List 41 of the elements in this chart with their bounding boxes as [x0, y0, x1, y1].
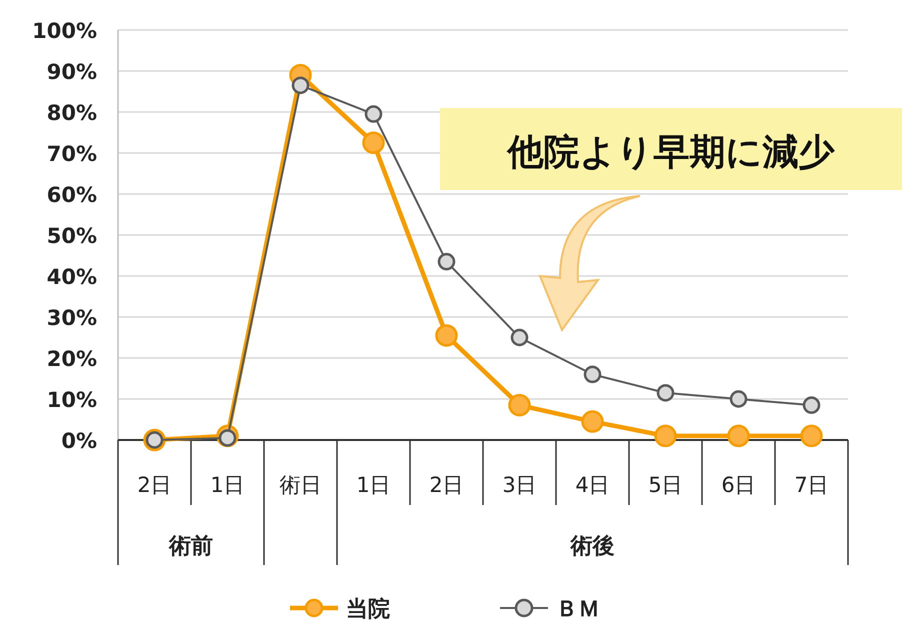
x-tick-label: 1日 — [356, 473, 391, 497]
point — [364, 105, 382, 123]
point — [362, 132, 385, 154]
y-tick-label: 70% — [46, 142, 97, 166]
y-tick-label: 90% — [46, 60, 97, 84]
x-tick-label: 7日 — [794, 473, 829, 497]
point — [727, 424, 750, 448]
point — [584, 366, 602, 384]
legend-label: 当院 — [346, 597, 390, 622]
point — [656, 384, 674, 402]
x-tick-label: 6日 — [721, 473, 756, 497]
point — [435, 324, 458, 347]
y-tick-label: 80% — [46, 101, 97, 125]
point — [800, 424, 823, 448]
point — [730, 390, 748, 408]
y-tick-label: 0% — [61, 429, 97, 453]
x-tick-label: 2日 — [429, 473, 464, 497]
point — [292, 76, 310, 94]
legend-label: ＢＭ — [556, 597, 600, 622]
point — [438, 252, 456, 270]
text: 術前 — [168, 534, 213, 559]
y-tick-label: 60% — [46, 183, 97, 207]
x-tick-label: 術日 — [280, 473, 322, 497]
y-tick-label: 50% — [46, 224, 97, 248]
point — [581, 410, 604, 433]
x-tick-label: 4日 — [575, 473, 610, 497]
x-tick-label: 3日 — [502, 473, 537, 497]
x-tick-label: 1日 — [210, 473, 245, 497]
annotation: 他院より早期に減少 — [506, 132, 836, 173]
y-tick-label: 40% — [46, 265, 97, 289]
y-tick-label: 10% — [46, 388, 97, 412]
y-tick-label: 20% — [46, 347, 97, 371]
y-tick-label: 30% — [46, 306, 97, 330]
point — [508, 394, 531, 416]
point — [510, 328, 528, 346]
text: 術後 — [570, 534, 614, 559]
point — [654, 424, 677, 448]
point — [802, 396, 820, 414]
y-tick-label: 100% — [32, 19, 97, 43]
x-tick-label: 2日 — [137, 473, 172, 497]
x-tick-label: 5日 — [648, 473, 683, 497]
